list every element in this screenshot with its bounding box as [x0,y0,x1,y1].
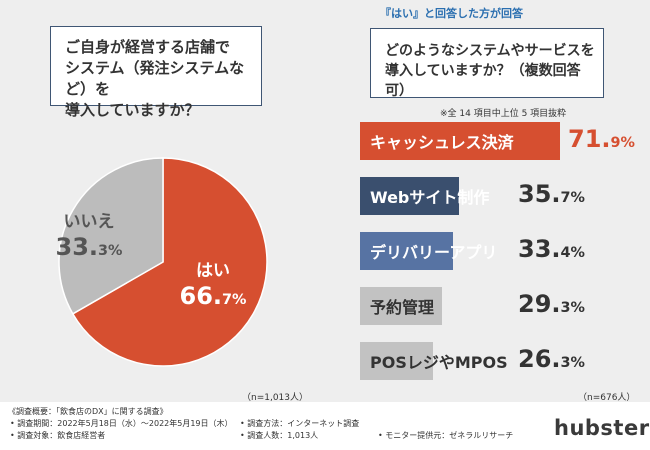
footer: 《調査概要：「飲食店のDX」に関する調査》 • 調査期間：2022年5月18日（… [0,402,650,450]
right-question-text: どのようなシステムやサービスを 導入していますか？（複数回答可） [385,43,595,99]
pie-chart [58,157,268,367]
pie-no-value-int: 33. [55,233,99,261]
bar-1: キャッシュレス決済 [360,122,560,160]
bar-5: POSレジやMPOS [360,342,508,380]
footer-target: • 調査対象：飲食店経営者 [10,431,106,440]
footer-method: • 調査方法：インターネット調査 [240,419,360,428]
bar-4-label: 予約管理 [370,298,435,317]
footer-title: 《調査概要：「飲食店のDX」に関する調査》 [8,407,168,416]
footer-provider: • モニター提供元：ゼネラルリサーチ [378,431,514,440]
pie-label-yes-name: はい [196,261,230,281]
sample-size-right: （n=676人） [578,393,636,402]
footer-count: • 調査人数：1,013人 [240,431,319,440]
bar-2: Webサイト制作 [360,177,489,215]
right-question-bubble: どのようなシステムやサービスを 導入していますか？（複数回答可） [370,28,604,99]
bar-5-value: 26.3% [518,345,585,373]
chart-panel: ご自身が経営する店舗で システム（発注システムなど）を 導入していますか？ 『は… [0,0,650,402]
pie-yes-value-dec: 7% [222,292,247,308]
pie-slice-yes [71,157,268,367]
bar-1-value: 71.9% [568,125,635,153]
pie-label-yes: はい 66.7% [168,256,258,315]
header-note: 『はい』と回答した方が回答 [380,7,523,20]
bar-3-label: デリバリーアプリ [370,243,498,262]
hubster-logo: hubster [554,416,650,440]
bar-1-label: キャッシュレス決済 [370,133,514,152]
pie-yes-value-int: 66. [179,282,223,310]
pie-slice-no [58,157,164,315]
sub-note: ※全 14 項目中上位 5 項目抜粋 [440,109,567,119]
sample-size-left: （n=1,013人） [242,393,309,402]
bar-2-label: Webサイト制作 [370,188,490,207]
pie-label-no-name: いいえ [63,212,115,232]
left-question-bubble: ご自身が経営する店舗で システム（発注システムなど）を 導入していますか？ [50,26,262,119]
pie-label-yes-value: 66.7% [168,281,258,315]
pie-no-value-dec: 3% [98,243,123,259]
left-question-text: ご自身が経営する店舗で システム（発注システムなど）を 導入していますか？ [65,38,245,119]
pie-label-no: いいえ 33.3% [54,207,124,266]
bar-4-value: 29.3% [518,290,585,318]
pie-label-no-value: 33.3% [54,232,124,266]
bar-2-value: 35.7% [518,180,585,208]
bar-3: デリバリーアプリ [360,232,497,270]
bar-4: 予約管理 [360,287,442,325]
bar-3-value: 33.4% [518,235,585,263]
bar-5-label: POSレジやMPOS [370,353,508,372]
footer-period: • 調査期間：2022年5月18日（水）〜2022年5月19日（木） [10,419,233,428]
